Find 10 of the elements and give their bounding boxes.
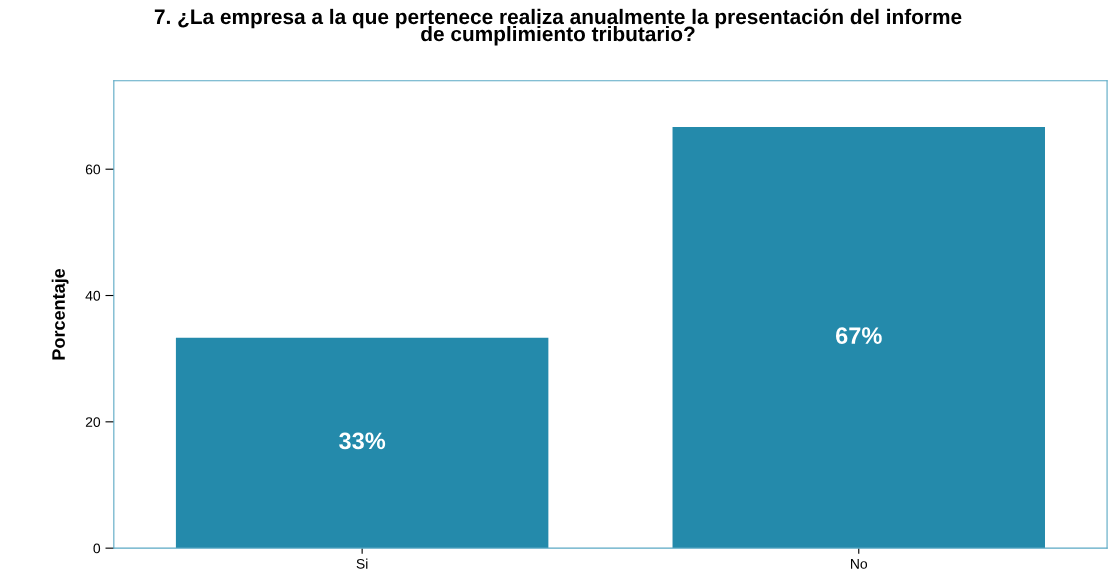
y-tick-label: 60 [85,164,101,175]
data-label: 33% [339,432,386,450]
y-tick-label: 40 [85,290,101,301]
y-tick-label: 0 [93,543,101,554]
y-axis-title: Porcentaje [51,268,69,360]
x-tick-label: No [851,559,868,569]
y-tick-label: 20 [85,417,101,427]
chart-title: 7. ¿La empresa a la que pertenece realiza anualmente la presentación del informe de cumplimiento tributario? [154,8,962,46]
data-label: 67% [836,327,882,344]
x-tick-label: Si [356,558,368,569]
